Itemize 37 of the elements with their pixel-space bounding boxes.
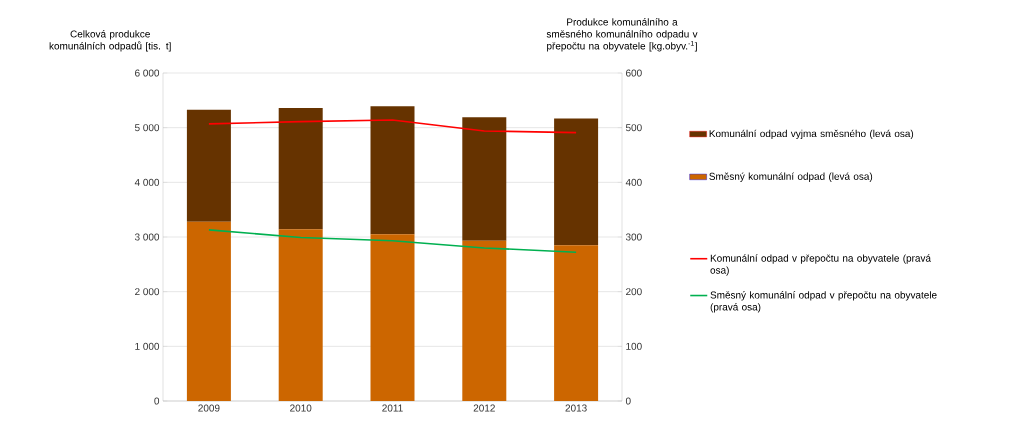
x-tick-label: 2012 (473, 404, 495, 412)
bar (370, 234, 415, 401)
bar (278, 229, 323, 401)
y-tick-label: 5 000 (134, 124, 160, 132)
bar (462, 117, 507, 241)
line-series (208, 119, 577, 134)
x-tick-label: 2009 (198, 404, 220, 412)
y-tick-label: 1 000 (135, 342, 160, 350)
y2-tick-label: 600 (626, 69, 642, 77)
bar (554, 118, 599, 246)
bar (370, 106, 415, 235)
y2-tick-label: 300 (625, 233, 642, 241)
bar (186, 221, 231, 401)
y-tick-label: 3 000 (134, 233, 160, 241)
line-series (208, 229, 577, 254)
y2-tick-label: 500 (625, 124, 642, 132)
y2-tick-label: 200 (626, 288, 642, 296)
y-tick-label: 6 000 (135, 69, 160, 77)
bar (278, 107, 323, 230)
legend-label: Směsný komunální odpad v přepočtu na obyvatele (pravá osa) (710, 291, 937, 313)
legend-label: Směsný komunální odpad (levá osa) (709, 172, 873, 182)
y-tick-label: 4 000 (134, 178, 160, 186)
y2-axis-title: Produkce komunálního a směsného komunálního odpadu v přepočtu na obyvatele [kg.obyv.$^{-1}$] (546, 18, 698, 52)
y2-tick-label: 400 (625, 178, 642, 186)
bar (462, 240, 507, 401)
x-tick-label: 2010 (290, 404, 312, 412)
y2-tick-label: 100 (626, 342, 642, 350)
legend-label: Komunální odpad vyjma směsného (levá osa) (709, 129, 914, 140)
y-tick-label: 2 000 (135, 288, 160, 296)
legend-label: Komunální odpad v přepočtu na obyvatele (pravá osa) (710, 254, 931, 276)
bar (554, 245, 599, 401)
x-tick-label: 2013 (565, 404, 587, 412)
y-tick-label: 0 (154, 397, 160, 405)
y-axis-title: Celková produkce komunálních odpadů [tis. t] (49, 30, 171, 52)
x-tick-label: 2011 (382, 404, 403, 412)
bar (186, 109, 231, 222)
y2-tick-label: 0 (625, 397, 631, 405)
